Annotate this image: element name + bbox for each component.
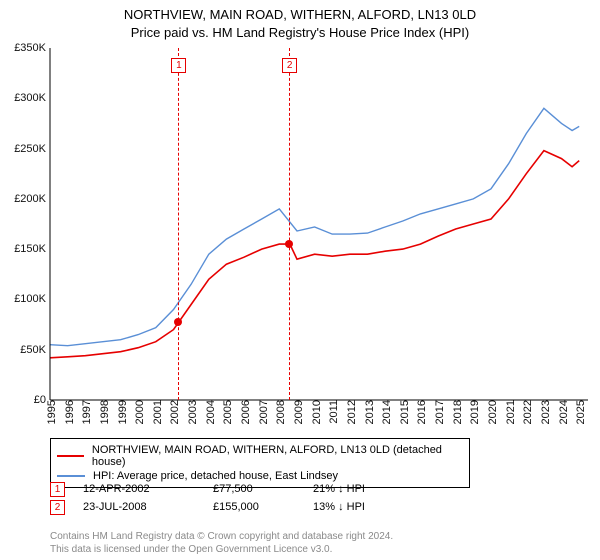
event-date: 12-APR-2002 [83, 483, 213, 495]
event-price: £155,000 [213, 501, 313, 513]
x-tick-label: 1999 [113, 400, 129, 424]
x-tick-label: 2000 [130, 400, 146, 424]
x-tick-label: 2010 [307, 400, 323, 424]
x-tick-label: 1998 [95, 400, 111, 424]
x-tick-label: 2006 [236, 400, 252, 424]
event-dot [174, 318, 182, 326]
x-tick-label: 2016 [412, 400, 428, 424]
event-row-marker: 2 [50, 500, 65, 515]
y-tick-label: £350K [14, 42, 50, 54]
chart: £0£50K£100K£150K£200K£250K£300K£350K1995… [50, 48, 588, 400]
legend-swatch [57, 475, 85, 477]
x-tick-label: 2014 [377, 400, 393, 424]
x-tick-label: 2008 [271, 400, 287, 424]
legend-label: NORTHVIEW, MAIN ROAD, WITHERN, ALFORD, L… [92, 444, 463, 468]
x-tick-label: 2019 [465, 400, 481, 424]
x-tick-label: 2021 [501, 400, 517, 424]
x-tick-label: 2012 [342, 400, 358, 424]
y-tick-label: £50K [20, 344, 50, 356]
x-tick-label: 2017 [430, 400, 446, 424]
event-row: 1 12-APR-2002£77,50021% ↓ HPI [50, 480, 443, 498]
event-price: £77,500 [213, 483, 313, 495]
x-tick-label: 2009 [289, 400, 305, 424]
legend-row: NORTHVIEW, MAIN ROAD, WITHERN, ALFORD, L… [57, 443, 463, 469]
x-tick-label: 2005 [218, 400, 234, 424]
series-property [50, 151, 579, 358]
event-delta: 21% ↓ HPI [313, 483, 443, 495]
event-marker-2: 2 [282, 58, 297, 73]
x-tick-label: 2023 [536, 400, 552, 424]
title-line-2: Price paid vs. HM Land Registry's House … [0, 24, 600, 42]
title-line-1: NORTHVIEW, MAIN ROAD, WITHERN, ALFORD, L… [0, 6, 600, 24]
series-hpi [50, 108, 579, 345]
events-table: 1 12-APR-2002£77,50021% ↓ HPI 2 23-JUL-2008… [50, 480, 443, 516]
x-tick-label: 2024 [554, 400, 570, 424]
y-tick-label: £150K [14, 243, 50, 255]
x-tick-label: 1997 [77, 400, 93, 424]
x-tick-label: 2002 [165, 400, 181, 424]
y-tick-label: £300K [14, 92, 50, 104]
x-tick-label: 2011 [324, 400, 340, 424]
x-tick-label: 2007 [254, 400, 270, 424]
event-marker-1: 1 [171, 58, 186, 73]
legend-swatch [57, 455, 84, 457]
series-layer [50, 48, 588, 400]
y-tick-label: £250K [14, 143, 50, 155]
event-delta: 13% ↓ HPI [313, 501, 443, 513]
x-tick-label: 2015 [395, 400, 411, 424]
x-tick-label: 2004 [201, 400, 217, 424]
event-line [178, 48, 179, 400]
x-tick-label: 2013 [360, 400, 376, 424]
x-tick-label: 1996 [60, 400, 76, 424]
page-root: NORTHVIEW, MAIN ROAD, WITHERN, ALFORD, L… [0, 0, 600, 560]
x-tick-label: 2003 [183, 400, 199, 424]
x-tick-label: 2025 [571, 400, 587, 424]
y-tick-label: £100K [14, 293, 50, 305]
x-tick-label: 2022 [518, 400, 534, 424]
y-tick-label: £200K [14, 193, 50, 205]
footer: Contains HM Land Registry data © Crown c… [50, 531, 393, 556]
x-tick-label: 2018 [448, 400, 464, 424]
event-row-marker: 1 [50, 482, 65, 497]
x-tick-label: 2020 [483, 400, 499, 424]
title-block: NORTHVIEW, MAIN ROAD, WITHERN, ALFORD, L… [0, 0, 600, 41]
event-line [289, 48, 290, 400]
event-row: 2 23-JUL-2008£155,00013% ↓ HPI [50, 498, 443, 516]
x-tick-label: 1995 [42, 400, 58, 424]
event-date: 23-JUL-2008 [83, 501, 213, 513]
footer-line-1: Contains HM Land Registry data © Crown c… [50, 531, 393, 544]
footer-line-2: This data is licensed under the Open Gov… [50, 544, 393, 557]
event-dot [285, 240, 293, 248]
x-tick-label: 2001 [148, 400, 164, 424]
